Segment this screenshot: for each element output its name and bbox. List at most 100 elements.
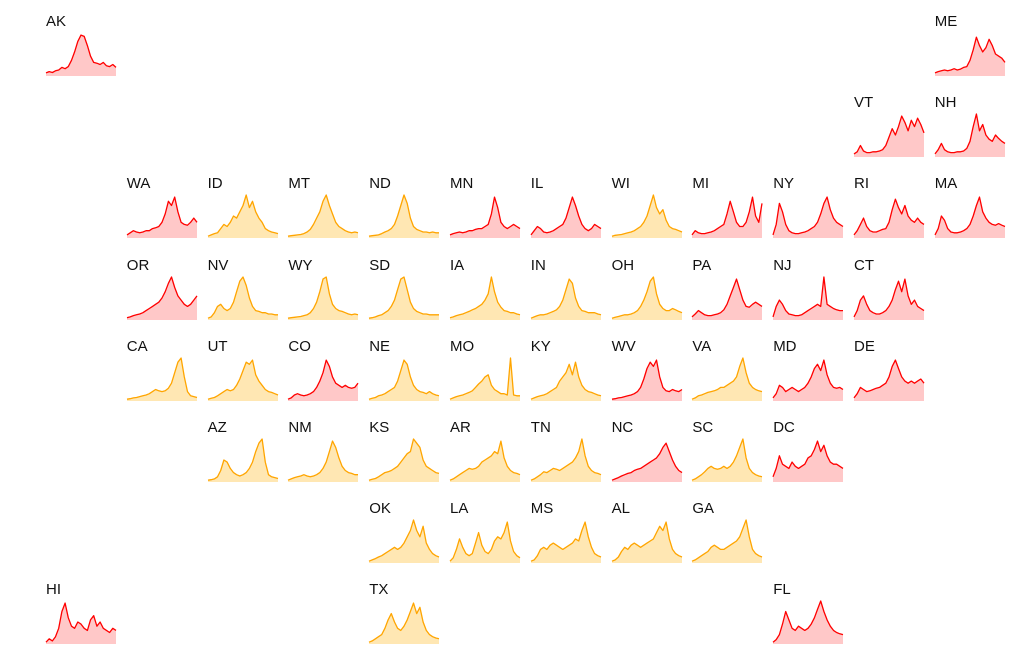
sparkline-area: [773, 197, 844, 239]
sparkline-line: [288, 359, 359, 400]
state-tile-or: OR: [126, 257, 198, 320]
sparkline-line: [611, 442, 682, 481]
sparkline-chart: [772, 600, 844, 645]
sparkline-area: [530, 439, 601, 482]
sparkline-line: [692, 438, 763, 481]
sparkline-chart: [449, 521, 521, 564]
sparkline-chart: [449, 196, 521, 239]
state-label: OH: [611, 256, 635, 274]
state-tile-in: IN: [530, 257, 601, 320]
sparkline-chart: [368, 519, 440, 564]
state-label: NM: [288, 419, 312, 436]
state-tile-nc: NC: [611, 420, 682, 482]
state-label: DC: [773, 419, 795, 436]
sparkline-line: [853, 198, 925, 236]
sparkline-line: [45, 602, 117, 644]
sparkline-chart: [126, 196, 198, 239]
sparkline-area: [46, 35, 116, 76]
state-label: NJ: [773, 256, 792, 274]
sparkline-chart: [369, 438, 440, 482]
state-tile-va: VA: [692, 338, 763, 401]
state-label: IA: [450, 256, 465, 274]
state-tile-ca: CA: [126, 338, 197, 401]
sparkline-chart: [691, 196, 764, 239]
state-label: WY: [288, 256, 313, 274]
sparkline-chart: [369, 275, 440, 320]
state-label: NY: [773, 175, 795, 193]
sparkline-area: [530, 522, 601, 564]
sparkline-line: [126, 275, 198, 318]
sparkline-line: [126, 196, 198, 236]
state-label: TX: [369, 581, 389, 599]
sparkline-line: [449, 521, 521, 562]
sparkline-line: [369, 438, 440, 481]
sparkline-area: [207, 439, 278, 482]
state-label: LA: [450, 500, 469, 518]
sparkline-chart: [449, 440, 521, 482]
sparkline-area: [369, 359, 440, 401]
state-tile-wy: WY: [288, 256, 359, 320]
sparkline-area: [288, 195, 359, 239]
sparkline-area: [934, 197, 1005, 239]
sparkline-chart: [691, 278, 763, 320]
sparkline-line: [530, 361, 601, 400]
sparkline-line: [449, 440, 521, 481]
sparkline-line: [853, 278, 925, 317]
state-tile-al: AL: [611, 500, 682, 564]
state-label: AK: [46, 13, 67, 30]
state-tile-az: AZ: [207, 419, 278, 482]
sparkline-line: [207, 275, 278, 319]
sparkline-line: [692, 357, 763, 400]
state-label: FL: [773, 581, 791, 599]
sparkline-line: [207, 359, 278, 400]
sparkline-line: [369, 359, 440, 400]
state-tile-mo: MO: [449, 338, 520, 401]
state-label: TN: [530, 419, 551, 436]
sparkline-area: [692, 357, 763, 401]
sparkline-area: [611, 276, 682, 320]
sparkline-chart: [45, 34, 117, 76]
state-label: AL: [611, 500, 630, 518]
sparkline-line: [449, 196, 521, 236]
state-label: KY: [530, 337, 551, 355]
sparkline-area: [369, 195, 440, 239]
sparkline-area: [530, 361, 601, 401]
state-tile-co: CO: [288, 338, 359, 401]
sparkline-chart: [369, 194, 440, 239]
sparkline-chart: [288, 440, 359, 482]
sparkline-line: [853, 115, 925, 155]
state-label: AZ: [207, 419, 227, 436]
state-label: MD: [773, 337, 797, 355]
state-label: KS: [369, 419, 390, 436]
state-tile-il: IL: [530, 176, 602, 239]
sparkline-line: [611, 275, 682, 319]
sparkline-chart: [530, 196, 602, 239]
sparkline-chart: [934, 196, 1006, 239]
state-tile-pa: PA: [691, 257, 763, 320]
sparkline-line: [449, 275, 521, 318]
state-label: WI: [611, 175, 630, 193]
sparkline-line: [207, 438, 278, 481]
sparkline-chart: [207, 438, 278, 482]
state-tile-ri: RI: [853, 176, 925, 239]
sparkline-line: [934, 196, 1006, 236]
sparkline-area: [611, 443, 682, 482]
sparkline-area: [450, 441, 520, 482]
sparkline-line: [368, 602, 440, 644]
state-tile-md: MD: [772, 337, 844, 401]
sparkline-area: [854, 116, 924, 158]
sparkline-area: [369, 439, 440, 482]
sparkline-area: [369, 520, 440, 564]
sparkline-area: [934, 37, 1005, 76]
state-label: NV: [207, 256, 229, 274]
sparkline-line: [934, 36, 1006, 74]
sparkline-area: [369, 276, 440, 320]
sparkline-line: [772, 275, 844, 317]
sparkline-area: [773, 441, 844, 482]
state-label: MA: [934, 175, 958, 193]
state-tile-ok: OK: [368, 501, 440, 564]
sparkline-line: [449, 357, 520, 400]
sparkline-chart: [692, 519, 763, 564]
sparkline-area: [126, 197, 197, 239]
state-tile-fl: FL: [772, 581, 844, 645]
